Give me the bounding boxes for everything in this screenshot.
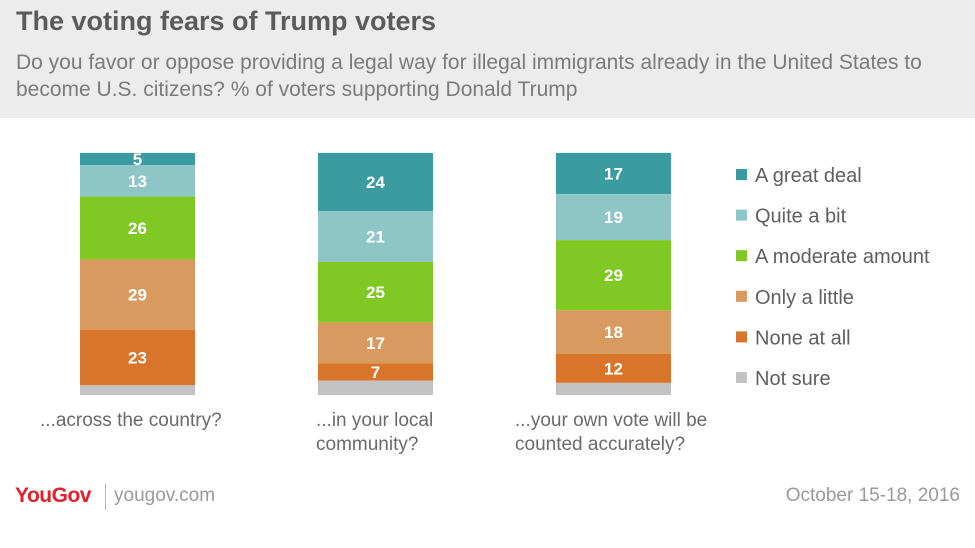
bar-data-label: 29 — [128, 286, 147, 305]
chart-subtitle: Do you favor or oppose providing a legal… — [16, 51, 922, 101]
bar-segment — [318, 211, 433, 262]
bar-segment — [80, 196, 195, 260]
bar-data-label: 17 — [366, 334, 385, 353]
bar-data-label: 23 — [128, 348, 147, 367]
bar-data-label: 29 — [604, 266, 623, 285]
bar-data-label: 12 — [604, 359, 623, 378]
category-label: ...in your local community? — [316, 409, 433, 457]
bar-data-label: 25 — [366, 283, 385, 302]
footer-divider — [105, 484, 106, 510]
bar-segment — [80, 329, 195, 386]
legend-label: Not sure — [755, 368, 831, 390]
legend-label: A great deal — [755, 165, 862, 187]
chart-title: The voting fears of Trump voters — [16, 6, 437, 36]
bar-data-label: 26 — [128, 219, 147, 238]
legend-swatch — [736, 169, 747, 180]
category-label-line: community? — [316, 434, 419, 455]
legend-label: Quite a bit — [755, 206, 847, 228]
legend-swatch — [736, 372, 747, 383]
bar-data-label: 13 — [128, 172, 147, 191]
legend-label: A moderate amount — [755, 246, 930, 268]
bar-segment — [80, 259, 195, 330]
category-label-line: ...in your local — [316, 410, 434, 431]
bar-data-label: 19 — [604, 208, 623, 227]
legend-swatch — [736, 250, 747, 262]
bar-segment — [556, 310, 671, 354]
bar-data-label: 21 — [366, 227, 385, 246]
legend-swatch — [736, 209, 747, 221]
category-label: ...your own vote will be counted accurate… — [515, 409, 707, 457]
bar-segment — [556, 240, 671, 311]
category-label: ...across the country? — [40, 409, 222, 433]
bar-segment — [318, 153, 433, 212]
bar-segment — [318, 322, 433, 364]
bar-data-label: 17 — [604, 165, 623, 184]
bar-data-label: 5 — [133, 150, 142, 169]
footer-url[interactable]: yougov.com — [114, 485, 216, 506]
category-label-line: ...your own vote will be — [515, 410, 708, 431]
bar-segment — [80, 165, 195, 197]
bar-data-label: 18 — [604, 323, 623, 342]
bar-segment — [80, 153, 195, 166]
bar-segment — [318, 380, 433, 395]
yougov-logo: YouGov — [15, 484, 91, 507]
legend-swatch — [736, 290, 747, 302]
bar-data-label: 24 — [366, 173, 385, 192]
category-label-line: ...across the country? — [40, 410, 222, 431]
legend-swatch — [736, 331, 747, 343]
legend-label: None at all — [755, 327, 851, 349]
bar-segment — [318, 261, 433, 323]
bar-data-label: 7 — [371, 363, 380, 382]
legend-label: Only a little — [755, 287, 854, 309]
bar-segment — [318, 363, 433, 381]
bar-segment — [556, 382, 671, 395]
bar-segment — [556, 194, 671, 241]
header-band: The voting fears of Trump voters Do you … — [0, 0, 975, 118]
category-label-line: counted accurately? — [515, 434, 686, 455]
bar-segment — [80, 385, 195, 395]
bar-segment — [556, 353, 671, 383]
bar-segment — [556, 153, 671, 195]
footer-date: October 15-18, 2016 — [785, 485, 960, 506]
